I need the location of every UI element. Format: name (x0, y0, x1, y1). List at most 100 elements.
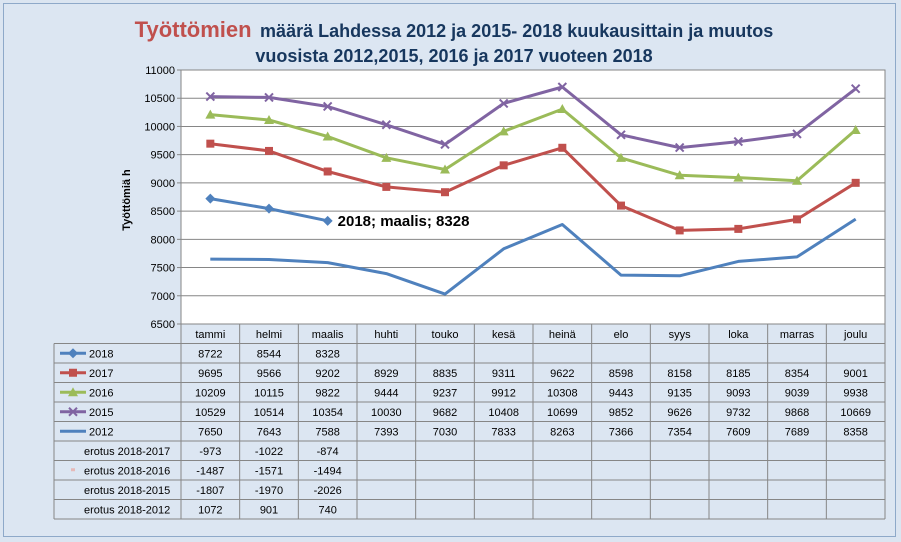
chart-title-highlight: Työttömien (135, 17, 252, 42)
data-point (205, 193, 216, 204)
data-point (322, 101, 333, 112)
table-cell: -973 (199, 446, 221, 458)
data-point (792, 129, 802, 139)
table-cell: 9311 (492, 368, 516, 380)
table-cell: 7366 (609, 426, 633, 438)
table-cell: 9202 (315, 368, 339, 380)
chart-frame: Työttömien määrä Lahdessa 2012 ja 2015- … (3, 3, 896, 537)
table-cell: 9682 (433, 407, 457, 419)
table-cell: 10408 (488, 407, 519, 419)
legend-key (60, 407, 86, 417)
data-point (499, 161, 508, 170)
category-label: loka (728, 329, 749, 341)
y-tick-label: 9500 (151, 150, 175, 162)
y-tick-label: 10500 (144, 93, 175, 105)
table-cell: 9732 (726, 407, 750, 419)
table-cell: 9566 (257, 368, 281, 380)
table-cell: 8544 (257, 348, 281, 360)
legend-label: 2018 (89, 348, 113, 360)
plot-area: 6500 7000 7500 8000 8500 9000 9500 10000 10500 11… (144, 65, 886, 331)
category-label: elo (614, 329, 629, 341)
table-cell: 9093 (726, 387, 750, 399)
table-cell: 9822 (315, 387, 339, 399)
data-point (733, 172, 744, 182)
table-cell: 9938 (843, 387, 867, 399)
table-cell: 10115 (254, 387, 284, 399)
table-cell: 8328 (315, 348, 339, 360)
table-cell: 1072 (198, 504, 222, 516)
data-point (557, 104, 568, 114)
table-cell: -1022 (255, 446, 283, 458)
data-point (792, 175, 802, 185)
table-cell: 10308 (547, 387, 578, 399)
series-2016 (205, 104, 861, 185)
data-point (440, 164, 450, 174)
data-point (734, 224, 743, 233)
data-point (68, 407, 78, 417)
category-label: syys (669, 329, 692, 341)
table-cell: 8929 (374, 368, 398, 380)
data-point (498, 126, 509, 136)
y-tick-label: 11000 (145, 65, 175, 77)
table-cell: -1571 (255, 465, 283, 477)
series-2018 (205, 193, 333, 226)
y-tick-label: 7000 (151, 291, 175, 303)
y-tick-label: 9000 (151, 178, 175, 190)
table-row-label: erotus 2018-2016 (84, 465, 170, 477)
series-2017 (206, 139, 860, 235)
category-label: marras (780, 329, 815, 341)
data-point (264, 114, 274, 124)
table-cell: 7030 (433, 426, 457, 438)
table-cell: 8158 (667, 368, 691, 380)
table-row-label: erotus 2018-2015 (84, 485, 170, 497)
table-cell: 9626 (667, 407, 691, 419)
data-point (617, 201, 625, 210)
series-line (210, 107, 857, 183)
table-cell: 9695 (198, 368, 222, 380)
category-label: huhti (374, 329, 398, 341)
table-cell: 9868 (785, 407, 809, 419)
table-cell: -1494 (314, 465, 342, 477)
y-tick-label: 8000 (151, 234, 175, 246)
table-cell: 9852 (609, 407, 633, 419)
series-line (210, 142, 857, 232)
table-cell: 8835 (433, 368, 457, 380)
table-cell: 9001 (843, 368, 867, 380)
table-cell: 10354 (312, 407, 343, 419)
table-cell: 8354 (785, 368, 809, 380)
legend-label: 2012 (89, 426, 113, 438)
data-point (558, 143, 567, 152)
category-label: touko (432, 329, 459, 341)
legend-key (71, 468, 75, 472)
table-cell: -874 (317, 446, 339, 458)
series-2015 (205, 82, 861, 153)
table-cell: 9912 (491, 387, 515, 399)
y-tick-label: 10000 (144, 121, 175, 133)
data-point (264, 92, 274, 103)
table-cell: -2026 (314, 485, 342, 497)
table-cell: 7588 (315, 426, 339, 438)
data-point (322, 131, 333, 141)
table-cell: 10514 (254, 407, 285, 419)
data-point (68, 348, 78, 359)
table-cell: 10699 (547, 407, 578, 419)
table-cell: 10529 (195, 407, 226, 419)
table-cell: 9237 (433, 387, 457, 399)
y-axis-label: Työttömiä h (121, 169, 133, 231)
series-2012 (210, 217, 857, 296)
legend-key (60, 387, 86, 397)
data-point (616, 152, 626, 162)
table-cell: 8722 (198, 348, 222, 360)
data-point (381, 120, 392, 130)
table-cell: 8263 (550, 426, 574, 438)
table-cell: 7650 (198, 426, 222, 438)
data-point (206, 139, 215, 148)
table-cell: 901 (260, 504, 278, 516)
category-label: maalis (312, 329, 344, 341)
data-point (674, 170, 685, 180)
data-point (674, 142, 685, 153)
data-point (205, 109, 216, 119)
chart-title-line2: vuosista 2012,2015, 2016 ja 2017 vuoteen… (255, 46, 652, 66)
legend-label: 2016 (89, 387, 113, 399)
table-cell: 7609 (726, 426, 750, 438)
